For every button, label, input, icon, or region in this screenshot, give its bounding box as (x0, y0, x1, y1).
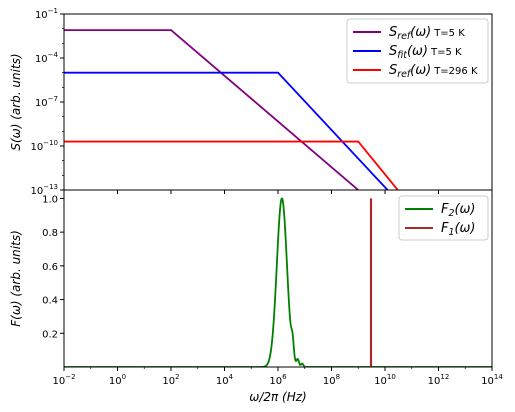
bottom-legend-entry-1-label: F2(ω) (441, 202, 475, 219)
bottom-x-tick-label: 1010 (374, 373, 396, 387)
filter-function-f2-line (64, 197, 492, 367)
top-y-tick-label: 10−7 (35, 95, 58, 109)
spectral-series-line-1 (64, 29, 359, 190)
bottom-y-tick-label: 1.0 (42, 194, 58, 205)
bottom-x-tick-label: 102 (162, 373, 179, 387)
top-legend-entry-2-label: Sfit(ω) T=5 K (389, 44, 462, 61)
bottom-x-tick-label: 100 (109, 373, 126, 387)
top-legend-entry-3-label: Sref(ω) T=296 K (389, 63, 478, 80)
top-y-axis-label: S(ω) (arb. units) (9, 53, 23, 150)
top-y-tick-label: 10−10 (30, 139, 58, 153)
bottom-x-tick-label: 1012 (428, 373, 450, 387)
top-y-tick-label: 10−1 (35, 7, 58, 21)
bottom-y-tick-label: 0.2 (42, 329, 58, 340)
bottom-y-axis-label: F(ω) (arb. units) (9, 230, 23, 327)
bottom-y-tick-label: 0.8 (42, 228, 58, 239)
bottom-legend-entry-2-label: F1(ω) (441, 221, 475, 238)
bottom-plot-frame (63, 189, 493, 368)
top-y-tick-label: 10−4 (35, 51, 59, 65)
bottom-x-tick-label: 104 (216, 373, 234, 387)
bottom-x-tick-label: 10−2 (52, 373, 75, 387)
top-y-tick-label: 10−13 (30, 183, 58, 197)
spectral-series-line-3 (64, 140, 399, 190)
x-axis-label: ω/2π (Hz) (249, 390, 306, 404)
bottom-x-tick-label: 108 (323, 373, 340, 387)
bottom-x-tick-label: 106 (269, 373, 287, 387)
top-legend-box (346, 18, 489, 84)
bottom-y-tick-label: 0.6 (42, 262, 58, 273)
filter-function-panel: 0.2 0.4 0.6 0.8 1.0 10−2 100 102 104 106 108 1010 10… (42, 189, 503, 387)
bottom-y-tick-label: 0.4 (42, 296, 58, 307)
spectral-density-panel: 10−13 10−10 10−7 10−4 10−1 Sref(ω) T=5 K Sfit(… (30, 7, 493, 197)
bottom-x-tick-label: 1014 (481, 373, 503, 387)
top-legend-entry-1-label: Sref(ω) T=5 K (389, 25, 465, 42)
spectral-series-line-2 (64, 71, 389, 190)
